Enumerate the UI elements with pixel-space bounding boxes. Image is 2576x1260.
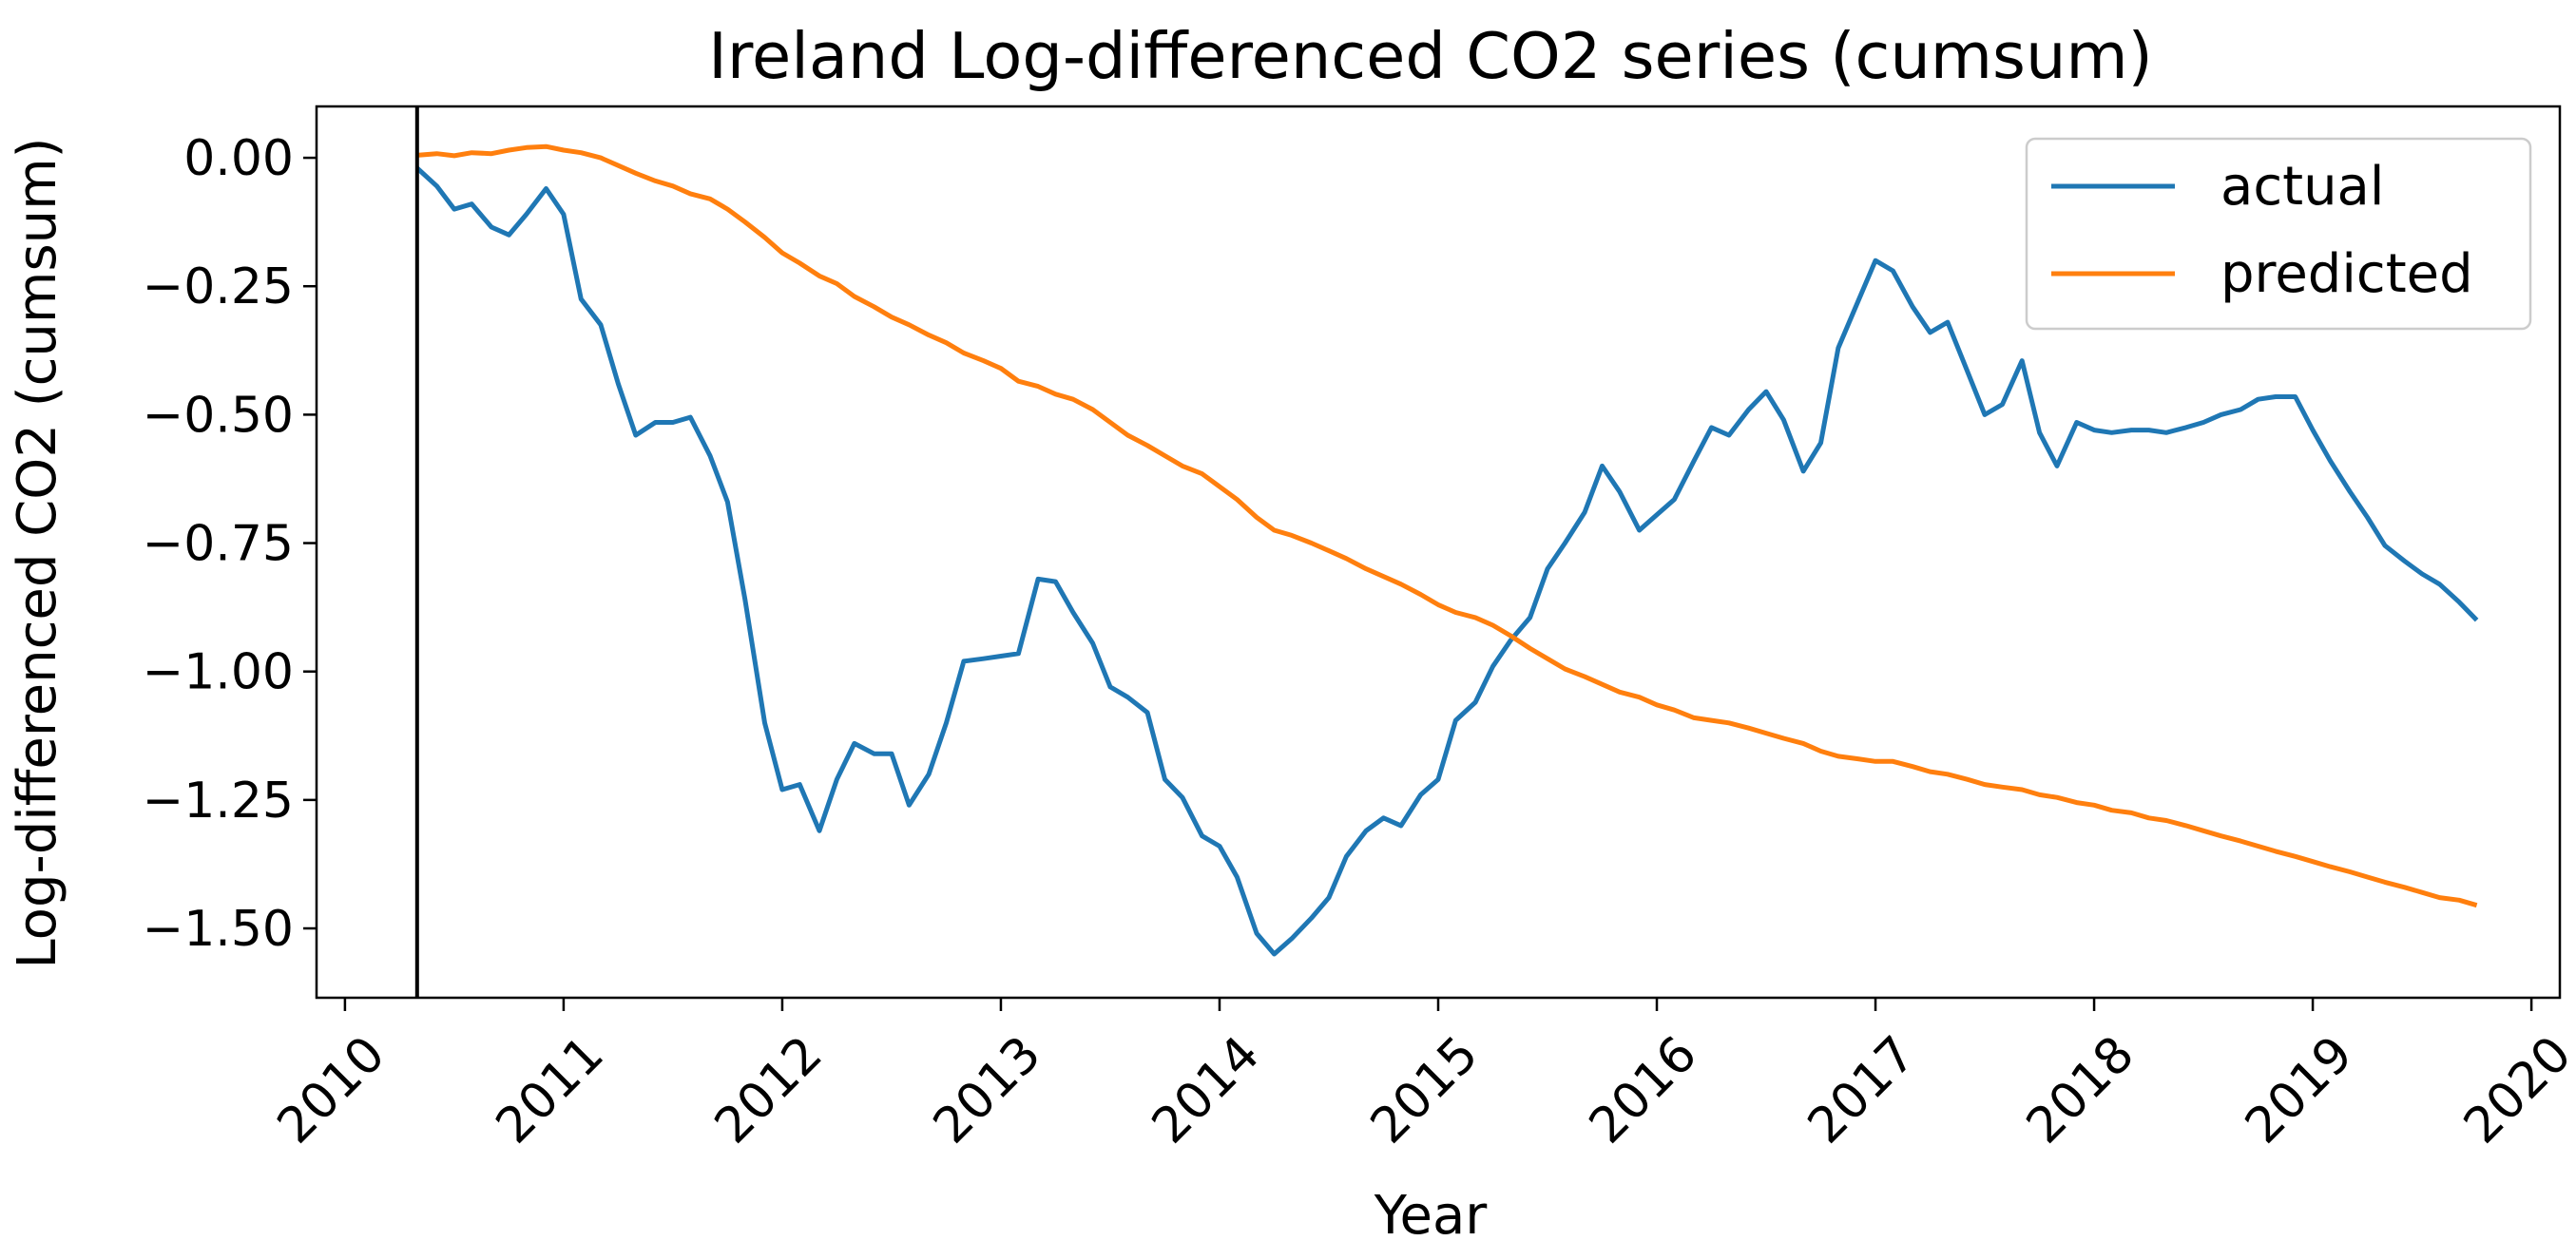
y-tick-label: −0.50 xyxy=(143,387,294,444)
series-line-actual xyxy=(415,166,2479,957)
x-tick-label: 2019 xyxy=(2235,1025,2364,1155)
series-line-predicted xyxy=(416,143,2478,908)
x-tick-label: 2014 xyxy=(1142,1025,1271,1155)
y-tick-label: −0.25 xyxy=(143,258,294,315)
x-tick-label: 2011 xyxy=(486,1025,615,1155)
x-tick-label: 2017 xyxy=(1797,1025,1927,1155)
y-tick-label: −1.00 xyxy=(143,644,294,701)
y-axis-label: Log-differenced CO2 (cumsum) xyxy=(7,137,68,968)
legend-label-actual: actual xyxy=(2220,156,2384,218)
series-layer xyxy=(415,143,2479,957)
y-tick-label: 0.00 xyxy=(183,130,294,187)
legend-label-predicted: predicted xyxy=(2220,243,2473,305)
y-axis: 0.00 −0.25 −0.50 −0.75 −1.00 −1.25 −1.50 xyxy=(143,130,317,958)
y-tick-label: −0.75 xyxy=(143,516,294,573)
x-axis-label: Year xyxy=(1374,1185,1489,1247)
x-tick-label: 2018 xyxy=(2016,1025,2145,1155)
x-tick-label: 2012 xyxy=(704,1025,834,1155)
y-tick-label: −1.50 xyxy=(143,901,294,958)
y-tick-label: −1.25 xyxy=(143,773,294,830)
x-tick-label: 2020 xyxy=(2453,1025,2576,1155)
legend: actual predicted xyxy=(2025,137,2532,331)
x-tick-label: 2013 xyxy=(923,1025,1052,1155)
x-tick-label: 2016 xyxy=(1579,1025,1708,1155)
x-tick-label: 2015 xyxy=(1360,1025,1490,1155)
chart-title: Ireland Log-differenced CO2 series (cums… xyxy=(708,19,2153,93)
x-tick-label: 2010 xyxy=(267,1025,396,1155)
x-axis: 2010 2011 2012 2013 2014 2015 2016 2017 2018 2019… xyxy=(267,998,2576,1155)
